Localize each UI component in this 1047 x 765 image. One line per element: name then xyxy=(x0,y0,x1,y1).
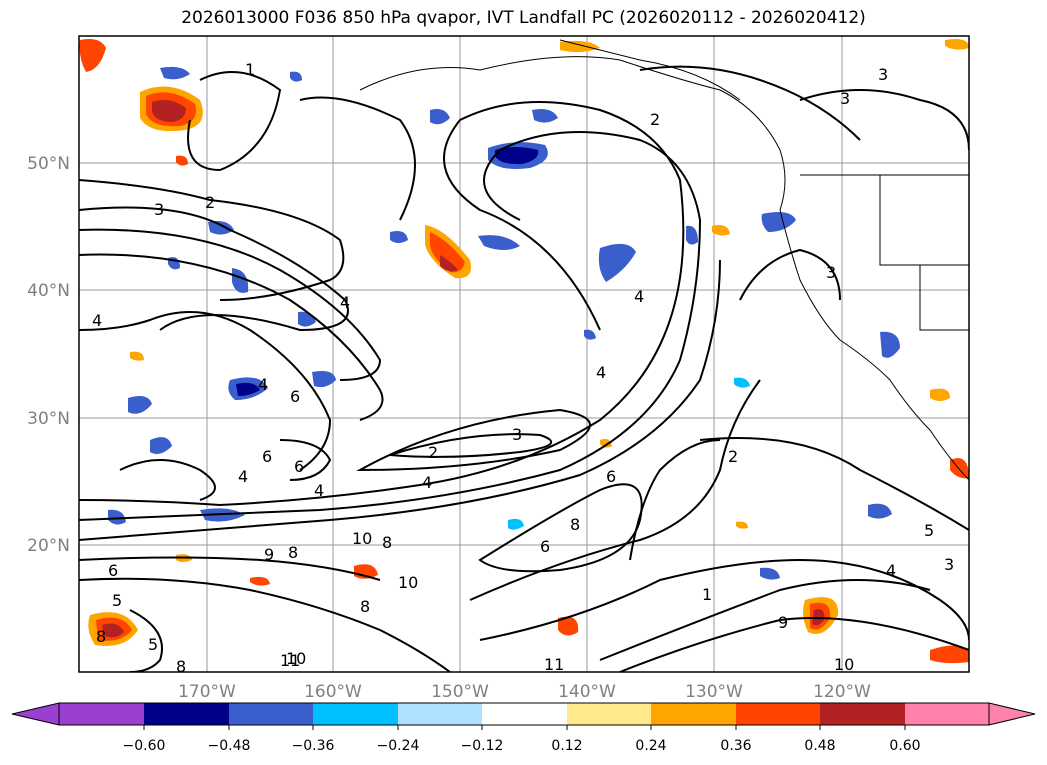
contour-label: 9 xyxy=(264,545,274,564)
lon-label: 160°W xyxy=(304,682,362,702)
longitude-labels: 170°W 160°W 150°W 140°W 130°W 120°W xyxy=(178,682,871,702)
contour-label: 8 xyxy=(96,627,106,646)
coastline xyxy=(359,39,969,481)
contour-label: 10 xyxy=(398,573,418,592)
contour-label: 5 xyxy=(924,521,934,540)
contour-label: 10 xyxy=(286,649,306,668)
colorbar-bin xyxy=(905,703,989,725)
map-title: 2026013000 F036 850 hPa qvapor, IVT Land… xyxy=(181,8,866,28)
latitude-labels: 50°N 40°N 30°N 20°N xyxy=(27,154,70,556)
colorbar-tick-label: 0.12 xyxy=(551,738,582,754)
colorbar-tick-label: −0.24 xyxy=(377,738,420,754)
contour-label: 8 xyxy=(176,657,186,676)
colorbar-bin xyxy=(59,703,144,725)
contour-label: 2 xyxy=(728,447,738,466)
colorbar-tick-label: 0.36 xyxy=(720,738,751,754)
contour-label: 4 xyxy=(596,363,606,382)
ivt-contours xyxy=(79,65,969,672)
contour-label: 6 xyxy=(290,387,300,406)
colorbar-bin xyxy=(144,703,229,725)
contour-label: 10 xyxy=(834,655,854,674)
contour-label: 4 xyxy=(422,473,432,492)
contour-label: 6 xyxy=(606,467,616,486)
contour-label: 8 xyxy=(360,597,370,616)
colorbar-bin xyxy=(651,703,736,725)
lon-label: 120°W xyxy=(813,682,871,702)
contour-label: 3 xyxy=(944,555,954,574)
contour-label: 4 xyxy=(238,467,248,486)
contour-label: 10 xyxy=(352,529,372,548)
lat-label: 30°N xyxy=(27,409,70,429)
contour-label: 3 xyxy=(512,425,522,444)
colorbar-tick-label: 0.60 xyxy=(889,738,920,754)
contour-label: 2 xyxy=(428,443,438,462)
colorbar-bin xyxy=(398,703,482,725)
contour-label: 2 xyxy=(205,193,215,212)
contour-label: 3 xyxy=(840,89,850,108)
colorbar-min-extend xyxy=(11,702,60,726)
qvapor-fill xyxy=(79,39,969,664)
contour-label: 1 xyxy=(245,60,255,79)
colorbar-bin xyxy=(229,703,313,725)
contour-label: 3 xyxy=(826,263,836,282)
contour-label: 8 xyxy=(288,543,298,562)
colorbar-bin xyxy=(482,703,567,725)
contour-label: 5 xyxy=(112,591,122,610)
contour-labels: 1 2 3 2 3 4 4 4 6 6 4 6 4 4 2 3 4 8 10 8… xyxy=(92,60,954,676)
contour-label: 11 xyxy=(280,651,300,670)
colorbar-bin xyxy=(313,703,398,725)
colorbar-tick-label: 0.48 xyxy=(804,738,835,754)
contour-label: 1 xyxy=(702,585,712,604)
map-panel xyxy=(79,36,969,672)
colorbar-bin xyxy=(736,703,820,725)
contour-label: 8 xyxy=(570,515,580,534)
contour-label: 4 xyxy=(314,481,324,500)
colorbar-max-extend xyxy=(988,702,1036,726)
colorbar-tick-label: −0.48 xyxy=(208,738,251,754)
lon-label: 130°W xyxy=(685,682,743,702)
map-border xyxy=(78,35,970,673)
contour-label: 6 xyxy=(108,561,118,580)
lon-label: 140°W xyxy=(558,682,616,702)
contour-label: 8 xyxy=(382,533,392,552)
contour-label: 4 xyxy=(340,293,350,312)
contour-label: 6 xyxy=(262,447,272,466)
contour-label: 6 xyxy=(294,457,304,476)
contour-label: 5 xyxy=(148,635,158,654)
colorbar-tick-label: 0.24 xyxy=(635,738,666,754)
contour-label: 11 xyxy=(544,655,564,674)
contour-label: 9 xyxy=(778,613,788,632)
lon-label: 170°W xyxy=(178,682,236,702)
colorbar-tick-label: −0.60 xyxy=(123,738,166,754)
contour-label: 4 xyxy=(886,561,896,580)
contour-label: 2 xyxy=(650,110,660,129)
colorbar: −0.60 −0.48 −0.36 −0.24 −0.12 0.12 0.24 … xyxy=(11,702,1036,754)
contour-label: 6 xyxy=(540,537,550,556)
colorbar-tick-label: −0.12 xyxy=(461,738,504,754)
contour-label: 4 xyxy=(258,375,268,394)
colorbar-bin xyxy=(820,703,905,725)
lat-label: 20°N xyxy=(27,536,70,556)
lon-label: 150°W xyxy=(431,682,489,702)
lat-label: 50°N xyxy=(27,154,70,174)
colorbar-tick-label: −0.36 xyxy=(292,738,335,754)
contour-label: 4 xyxy=(92,311,102,330)
lat-label: 40°N xyxy=(27,281,70,301)
contour-label: 3 xyxy=(878,65,888,84)
colorbar-bin xyxy=(567,703,651,725)
contour-label: 4 xyxy=(634,287,644,306)
contour-label: 3 xyxy=(154,200,164,219)
